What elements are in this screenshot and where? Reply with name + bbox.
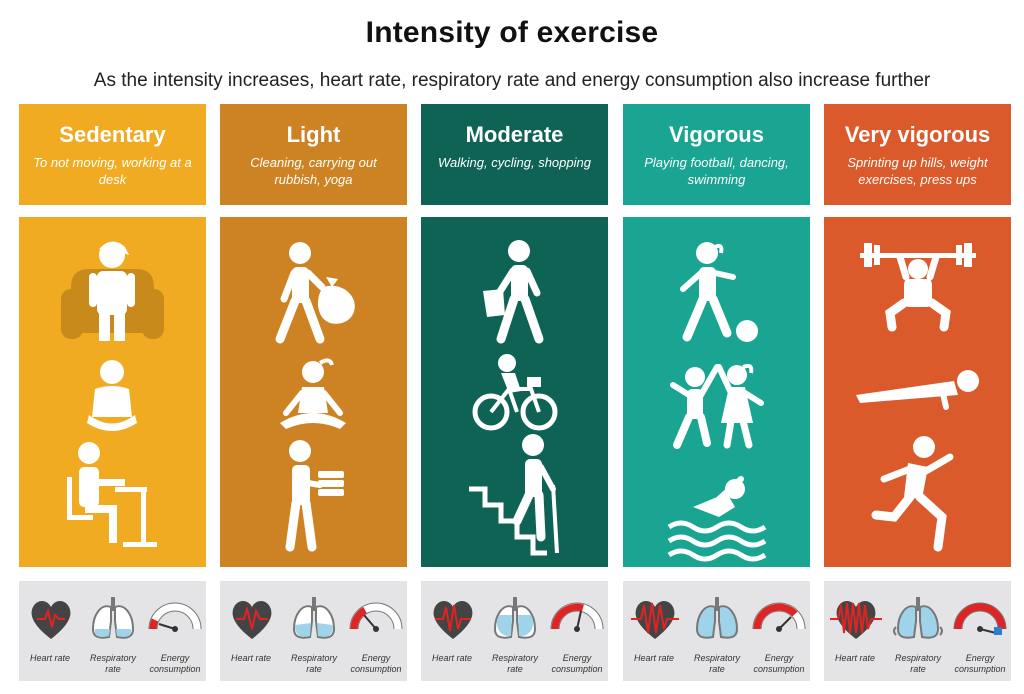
column-name: Light — [286, 122, 341, 147]
column-description: Cleaning, carrying out rubbish, yoga — [250, 155, 377, 187]
swimmer-icon — [667, 476, 767, 562]
lungs-icon — [893, 597, 943, 639]
heart-rate-icon — [232, 601, 272, 639]
column-description: Walking, cycling, shopping — [438, 155, 591, 170]
heart-rate-label: Heart rate — [834, 653, 876, 663]
indicator-panel: Heart rate Respiratory rate Energy consu… — [19, 581, 206, 681]
column-header: Very vigorous Sprinting up hills, weight… — [824, 104, 1011, 205]
column-sedentary: Sedentary To not moving, working at a de… — [19, 104, 206, 681]
seated-person-icon — [87, 360, 137, 431]
heart-rate-label: Heart rate — [230, 653, 272, 663]
respiratory-rate-label: Respiratory rate — [894, 653, 941, 674]
lungs-icon — [695, 597, 739, 639]
column-header: Moderate Walking, cycling, shopping — [421, 104, 608, 205]
energy-gauge-icon — [349, 602, 403, 632]
column-description: Playing football, dancing, swimming — [644, 155, 789, 187]
column-moderate: Moderate Walking, cycling, shopping — [421, 104, 608, 681]
football-player-icon — [680, 242, 758, 342]
person-climbing-stairs-icon — [469, 434, 559, 556]
energy-gauge-icon — [953, 602, 1007, 635]
lungs-icon — [91, 597, 135, 639]
energy-consumption-label: Energy consumption — [350, 653, 402, 674]
respiratory-rate-label: Respiratory rate — [491, 653, 538, 674]
indicator-panel: Heart rate Respiratory rate Energy consu… — [220, 581, 407, 681]
lungs-icon — [292, 597, 336, 639]
energy-consumption-label: Energy consumption — [954, 653, 1006, 674]
column-header: Sedentary To not moving, working at a de… — [19, 104, 206, 205]
column-illustrations — [421, 217, 608, 567]
weightlifter-icon — [860, 243, 976, 332]
column-name: Vigorous — [669, 122, 764, 147]
column-light: Light Cleaning, carrying out rubbish, yo… — [220, 104, 407, 681]
column-header: Light Cleaning, carrying out rubbish, yo… — [220, 104, 407, 205]
heart-rate-icon — [631, 601, 679, 639]
person-at-desk-icon — [67, 442, 157, 547]
chart-subtitle: As the intensity increases, heart rate, … — [93, 70, 931, 91]
lungs-icon — [493, 597, 537, 639]
energy-gauge-icon — [550, 602, 604, 632]
energy-gauge-icon — [752, 602, 806, 632]
heart-rate-icon — [31, 601, 71, 639]
energy-gauge-icon — [148, 602, 202, 632]
person-on-armchair-icon — [61, 241, 164, 341]
column-illustrations — [623, 217, 810, 567]
indicator-panel: Heart rate Respiratory rate Energy consu… — [623, 581, 810, 681]
chart-title: Intensity of exercise — [365, 16, 659, 49]
indicator-panel: Heart rate Respiratory rate Energy consu… — [824, 581, 1011, 681]
column-name: Sedentary — [59, 122, 166, 147]
yoga-person-icon — [280, 358, 346, 429]
sprinter-icon — [871, 436, 954, 552]
respiratory-rate-label: Respiratory rate — [89, 653, 136, 674]
column-illustrations — [824, 217, 1011, 567]
cyclist-icon — [472, 354, 558, 431]
energy-consumption-label: Energy consumption — [149, 653, 201, 674]
column-very-vigorous: Very vigorous Sprinting up hills, weight… — [824, 104, 1011, 681]
heart-rate-label: Heart rate — [29, 653, 71, 663]
column-vigorous: Vigorous Playing football, dancing, swim… — [623, 104, 810, 681]
heart-rate-icon — [830, 601, 882, 639]
column-name: Very vigorous — [844, 122, 991, 147]
respiratory-rate-label: Respiratory rate — [290, 653, 337, 674]
column-illustrations — [220, 217, 407, 567]
column-name: Moderate — [465, 122, 564, 147]
column-illustrations — [19, 217, 206, 567]
dancing-couple-icon — [670, 363, 764, 449]
column-header: Vigorous Playing football, dancing, swim… — [623, 104, 810, 205]
person-carrying-rubbish-bag-icon — [275, 242, 355, 344]
heart-rate-label: Heart rate — [633, 653, 675, 663]
column-description: To not moving, working at a desk — [33, 155, 192, 187]
indicator-panel: Heart rate Respiratory rate Energy consu… — [421, 581, 608, 681]
heart-rate-icon — [433, 601, 473, 639]
heart-rate-label: Heart rate — [431, 653, 473, 663]
energy-consumption-label: Energy consumption — [551, 653, 603, 674]
column-description: Sprinting up hills, weight exercises, pr… — [847, 155, 988, 187]
energy-consumption-label: Energy consumption — [753, 653, 805, 674]
press-up-icon — [856, 370, 979, 410]
respiratory-rate-label: Respiratory rate — [693, 653, 740, 674]
walking-with-shopping-bag-icon — [483, 240, 544, 344]
person-carrying-boxes-icon — [285, 440, 344, 552]
